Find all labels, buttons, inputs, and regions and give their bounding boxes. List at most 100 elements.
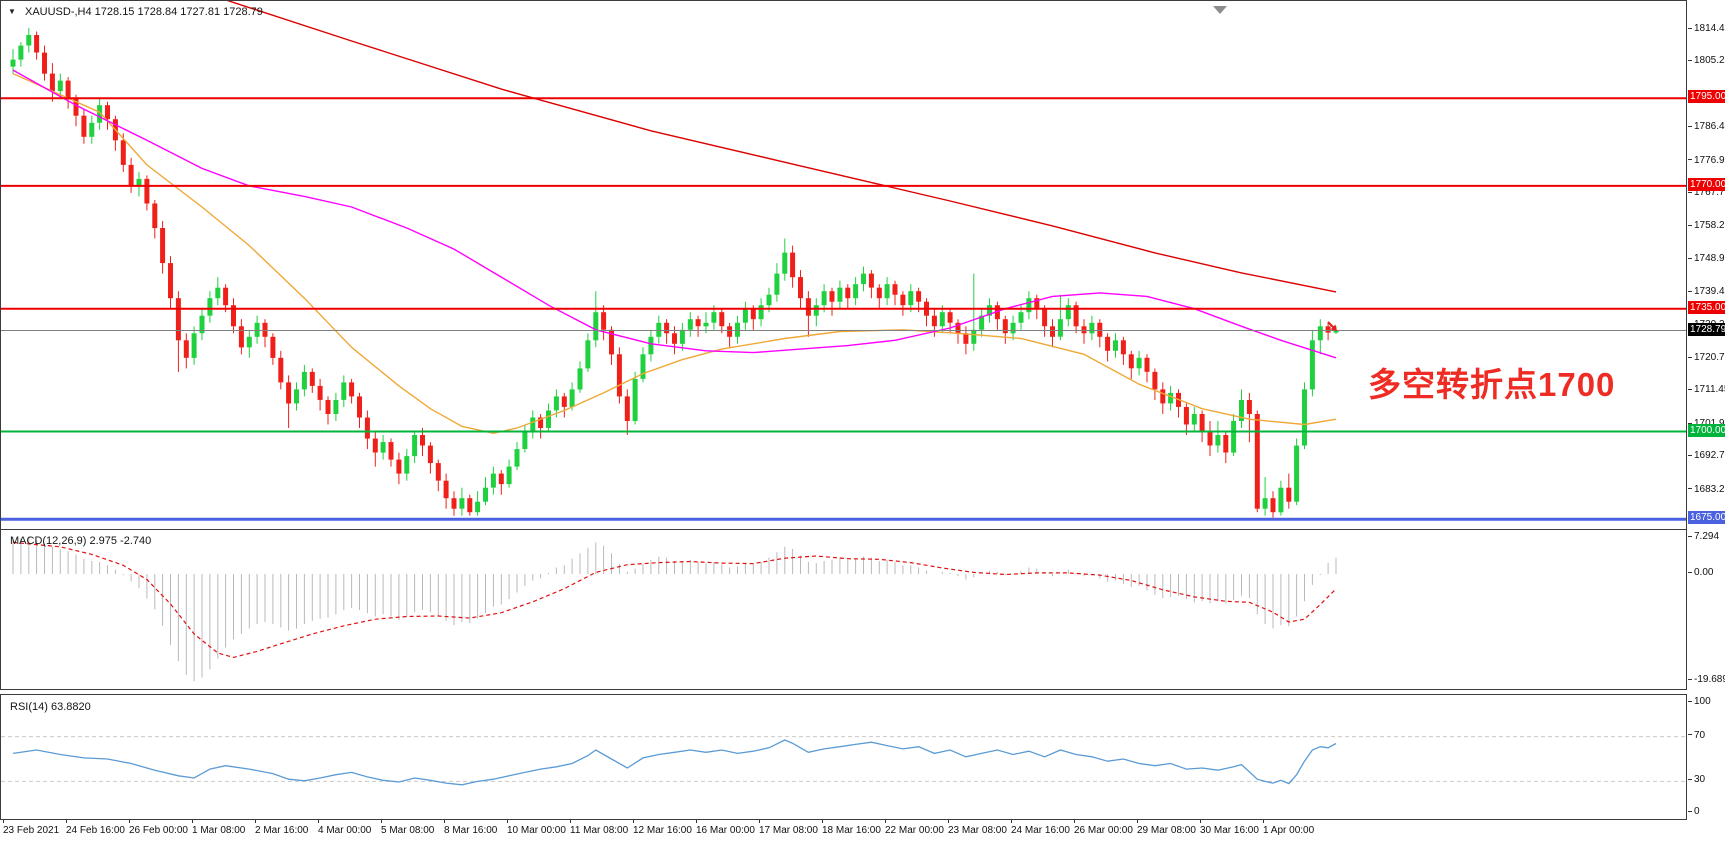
candle-body bbox=[585, 340, 591, 369]
candle-body bbox=[81, 115, 87, 137]
candle-body bbox=[947, 312, 953, 323]
candle-body bbox=[89, 122, 95, 137]
rsi-panel[interactable] bbox=[0, 694, 1687, 820]
time-axis[interactable]: 23 Feb 2021 24 Feb 16:00 26 Feb 00:00 1 Mar… bbox=[0, 820, 1687, 842]
candle-body bbox=[1065, 305, 1071, 320]
time-tick bbox=[633, 820, 634, 823]
macd-canvas[interactable] bbox=[1, 530, 1686, 689]
time-tick bbox=[66, 820, 67, 823]
candle-body bbox=[1246, 400, 1252, 414]
time-tick bbox=[255, 820, 256, 823]
candle-body bbox=[396, 459, 402, 474]
candle-body bbox=[317, 385, 323, 400]
candle-body bbox=[703, 322, 709, 327]
candle-body bbox=[672, 333, 677, 344]
time-tick bbox=[1074, 820, 1075, 823]
time-tick bbox=[1200, 820, 1201, 823]
candle-body bbox=[144, 178, 150, 204]
candle-body bbox=[1270, 498, 1276, 513]
time-tick bbox=[759, 820, 760, 823]
rsi-tick-label: 30 bbox=[1688, 774, 1705, 786]
candle-body bbox=[372, 438, 378, 453]
time-axis-label: 26 Mar 00:00 bbox=[1074, 825, 1133, 836]
candle-body bbox=[301, 371, 307, 390]
time-axis-label: 1 Apr 00:00 bbox=[1263, 825, 1315, 836]
candle-body bbox=[845, 287, 851, 299]
rsi-tick-label: 100 bbox=[1688, 696, 1711, 708]
candle-body bbox=[26, 35, 32, 46]
candle-body bbox=[798, 277, 803, 299]
candle-body bbox=[916, 291, 922, 302]
candle-body bbox=[18, 45, 24, 60]
candle-body bbox=[758, 305, 764, 320]
price-tick-label: 1776.95 bbox=[1688, 155, 1725, 167]
candle-body bbox=[1160, 389, 1166, 404]
candle-body bbox=[1010, 322, 1016, 334]
annotation-text: 多空转折点1700 bbox=[1368, 366, 1616, 403]
candle-body bbox=[349, 382, 355, 397]
candle-body bbox=[908, 291, 914, 306]
price-chart-canvas[interactable] bbox=[1, 1, 1686, 529]
time-axis-label: 18 Mar 16:00 bbox=[822, 825, 881, 836]
price-tick-label: 1739.45 bbox=[1688, 286, 1725, 298]
candle-body bbox=[1223, 435, 1229, 453]
candle-body bbox=[829, 291, 835, 302]
candle-body bbox=[1002, 319, 1008, 334]
candle-body bbox=[231, 305, 236, 327]
candle-body bbox=[120, 140, 126, 165]
candle-body bbox=[483, 487, 488, 502]
macd-tick-label: -19.689 bbox=[1688, 674, 1725, 686]
candle-body bbox=[175, 298, 181, 341]
price-tick-label: 1720.70 bbox=[1688, 352, 1725, 364]
candle-body bbox=[435, 463, 441, 481]
hline-price-label: 1770.00 bbox=[1688, 177, 1725, 191]
candle-body bbox=[1026, 298, 1032, 313]
time-axis-label: 10 Mar 00:00 bbox=[507, 825, 566, 836]
price-tick-label: 1805.20 bbox=[1688, 55, 1725, 67]
chart-title: ▼ XAUUSD-,H4 1728.15 1728.84 1727.81 172… bbox=[8, 6, 263, 18]
price-tick-label: 1683.20 bbox=[1688, 484, 1725, 496]
candle-body bbox=[695, 319, 701, 327]
candle-body bbox=[388, 442, 394, 460]
candle-body bbox=[1231, 421, 1237, 453]
macd-tick-label: 0.00 bbox=[1688, 567, 1713, 579]
candle-body bbox=[861, 273, 866, 285]
time-axis-label: 11 Mar 08:00 bbox=[570, 825, 629, 836]
candle-body bbox=[309, 371, 315, 386]
candle-body bbox=[790, 252, 796, 278]
symbol-dropdown-icon[interactable]: ▼ bbox=[8, 7, 16, 16]
time-tick bbox=[381, 820, 382, 823]
candle-body bbox=[900, 294, 906, 306]
candle-body bbox=[168, 263, 173, 299]
main-chart-panel[interactable] bbox=[0, 0, 1687, 530]
price-axis[interactable]: 1814.45 1805.20 1786.45 1776.95 1767.70 1758.… bbox=[1688, 0, 1725, 820]
macd-panel[interactable] bbox=[0, 529, 1687, 690]
candle-body bbox=[207, 298, 213, 316]
time-tick bbox=[948, 820, 949, 823]
rsi-tick-label: 70 bbox=[1688, 730, 1705, 742]
candle-body bbox=[876, 287, 882, 299]
candle-body bbox=[1317, 326, 1323, 341]
candle-body bbox=[262, 322, 268, 337]
candle-body bbox=[1136, 357, 1142, 369]
candle-body bbox=[152, 203, 158, 229]
candle-body bbox=[561, 396, 567, 407]
chart-shift-marker-icon[interactable] bbox=[1213, 6, 1227, 14]
time-tick bbox=[3, 820, 4, 823]
candle-body bbox=[546, 410, 551, 428]
candle-body bbox=[805, 298, 811, 316]
candle-body bbox=[719, 312, 725, 327]
time-tick bbox=[1011, 820, 1012, 823]
rsi-canvas[interactable] bbox=[1, 695, 1686, 819]
candle-body bbox=[1254, 414, 1260, 509]
candle-body bbox=[294, 389, 299, 404]
current-price-label: 1728.79 bbox=[1688, 322, 1725, 336]
candle-body bbox=[679, 329, 685, 344]
candle-body bbox=[404, 456, 410, 474]
candle-body bbox=[475, 501, 481, 513]
candle-body bbox=[1152, 371, 1158, 390]
candle-body bbox=[1294, 445, 1300, 502]
candle-body bbox=[538, 417, 544, 428]
candle-body bbox=[128, 164, 134, 186]
